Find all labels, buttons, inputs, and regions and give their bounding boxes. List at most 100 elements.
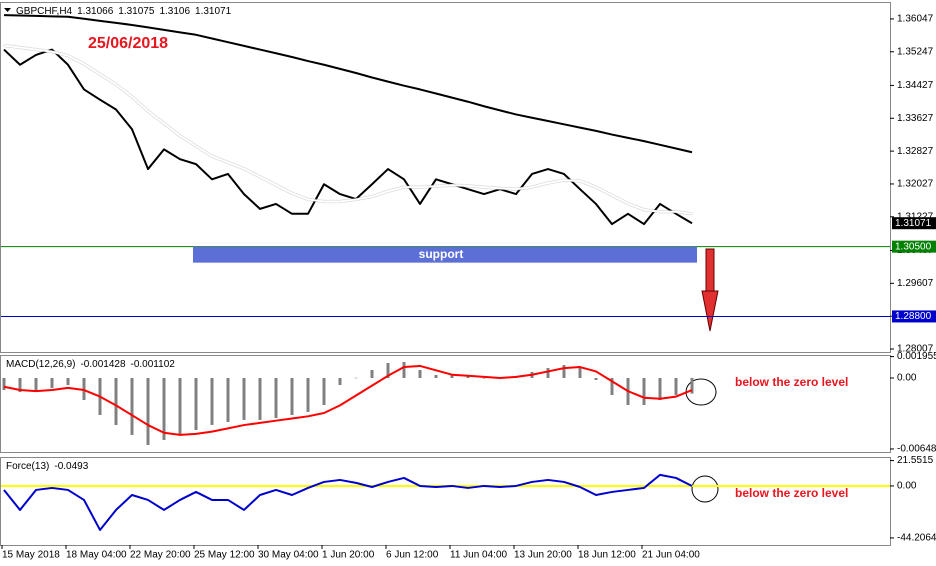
y-tick-label: 1.32827 xyxy=(897,146,934,157)
histogram-bar xyxy=(418,369,422,378)
histogram-bar xyxy=(466,376,470,378)
histogram-bar xyxy=(578,368,582,378)
histogram-bar xyxy=(34,377,38,393)
date-annotation: 25/06/2018 xyxy=(88,35,168,52)
series-line xyxy=(3,14,693,154)
histogram-bar xyxy=(146,377,150,445)
histogram-bar xyxy=(594,377,598,380)
histogram-bar xyxy=(562,364,566,378)
header-value: -0.0493 xyxy=(54,461,88,472)
y-tick-label: 1.36047 xyxy=(897,14,934,25)
histogram-bar xyxy=(450,373,454,378)
histogram-bar xyxy=(290,377,294,415)
menu-triangle xyxy=(4,8,11,12)
x-tick-label: 18 May 04:00 xyxy=(66,550,127,561)
histogram-bar xyxy=(226,377,230,423)
level-label-box xyxy=(892,240,936,253)
header-value: 1.3106 xyxy=(159,6,190,17)
histogram-bar xyxy=(642,377,646,406)
series-line xyxy=(3,48,693,226)
annotation: below the zero level xyxy=(735,486,848,500)
y-tick-label: 0.00 xyxy=(897,373,917,384)
support-zone xyxy=(193,246,697,263)
header-value: 1.31075 xyxy=(118,6,155,17)
y-tick-label: 0.00 xyxy=(897,481,917,492)
y-tick-label: 0.001955 xyxy=(897,351,936,362)
y-tick-label: -0.006482 xyxy=(897,444,936,455)
histogram-bar xyxy=(658,377,662,400)
histogram-bar xyxy=(2,377,6,391)
support-label: support xyxy=(419,247,464,261)
annotation: below the zero level xyxy=(735,375,848,389)
panel-header: MACD(12,26,9) -0.001428 -0.001102 xyxy=(6,359,175,370)
histogram-bar xyxy=(434,375,438,378)
histogram-bar xyxy=(338,377,342,385)
histogram-bar xyxy=(50,377,54,388)
indicator-title: GBPCHF,H4 xyxy=(16,6,73,17)
header-value: 1.31066 xyxy=(77,6,114,17)
histogram-bar xyxy=(274,377,278,418)
price-panel xyxy=(0,2,891,353)
histogram-bar xyxy=(690,377,694,394)
header-value: -0.001102 xyxy=(131,359,176,370)
highlight-circle xyxy=(691,475,719,503)
histogram-bar xyxy=(114,377,118,425)
last-price-label: 1.31071 xyxy=(895,218,932,229)
y-tick-label: 1.35247 xyxy=(897,46,934,57)
series-line xyxy=(3,44,693,215)
x-tick-label: 15 May 2018 xyxy=(2,550,60,561)
level-label: 1.28800 xyxy=(895,311,932,322)
y-tick-label: 1.33627 xyxy=(897,113,934,124)
x-tick-label: 30 May 04:00 xyxy=(258,550,319,561)
x-tick-label: 13 Jun 20:00 xyxy=(514,550,572,561)
last-price-box xyxy=(892,217,936,230)
level-label: 1.30500 xyxy=(895,241,932,252)
y-tick-label: 1.32027 xyxy=(897,179,934,190)
x-tick-label: 11 Jun 04:00 xyxy=(450,550,508,561)
panel-header: Force(13) -0.0493 xyxy=(6,461,89,472)
histogram-bar xyxy=(322,377,326,406)
histogram-bar xyxy=(674,377,678,395)
histogram-bar xyxy=(386,362,390,378)
histogram-bar xyxy=(258,377,262,420)
x-tick-label: 22 May 20:00 xyxy=(130,550,191,561)
histogram-bar xyxy=(242,377,246,420)
header-value: -0.001428 xyxy=(80,359,125,370)
histogram-bar xyxy=(130,377,134,435)
macd-panel xyxy=(0,355,891,453)
x-tick-label: 1 Jun 20:00 xyxy=(322,550,375,561)
series-line xyxy=(3,473,693,531)
histogram-bar xyxy=(482,377,486,379)
series-line xyxy=(3,364,693,436)
histogram-bar xyxy=(18,377,22,393)
indicator-title: Force(13) xyxy=(6,461,49,472)
x-tick-label: 18 Jun 12:00 xyxy=(578,550,636,561)
histogram-bar xyxy=(402,362,406,378)
y-tick-label: 1.31227 xyxy=(897,211,934,222)
histogram-bar xyxy=(354,377,358,379)
histogram-bar xyxy=(66,377,70,385)
header-value: 1.31071 xyxy=(195,6,232,17)
histogram-bar xyxy=(210,377,214,425)
y-tick-label: 1.34427 xyxy=(897,80,934,91)
y-tick-label: 1.28007 xyxy=(897,344,934,355)
histogram-bar xyxy=(306,377,310,412)
histogram-bar xyxy=(610,377,614,395)
histogram-bar xyxy=(82,377,86,400)
x-tick-label: 25 May 12:00 xyxy=(194,550,255,561)
y-tick-label: 21.5515 xyxy=(897,455,934,466)
histogram-bar xyxy=(546,368,550,378)
x-tick-label: 21 Jun 04:00 xyxy=(642,550,700,561)
panel-header: GBPCHF,H4 1.31066 1.31075 1.3106 1.31071 xyxy=(16,6,232,17)
down-arrow-head xyxy=(701,290,719,332)
indicator-title: MACD(12,26,9) xyxy=(6,359,75,370)
x-tick-label: 6 Jun 12:00 xyxy=(386,550,439,561)
y-tick-label: 1.29607 xyxy=(897,278,934,289)
down-arrow-shaft xyxy=(705,248,715,292)
y-tick-label: -44.2064 xyxy=(897,533,936,544)
histogram-bar xyxy=(194,377,198,430)
histogram-bar xyxy=(162,377,166,440)
force-panel xyxy=(0,457,891,546)
